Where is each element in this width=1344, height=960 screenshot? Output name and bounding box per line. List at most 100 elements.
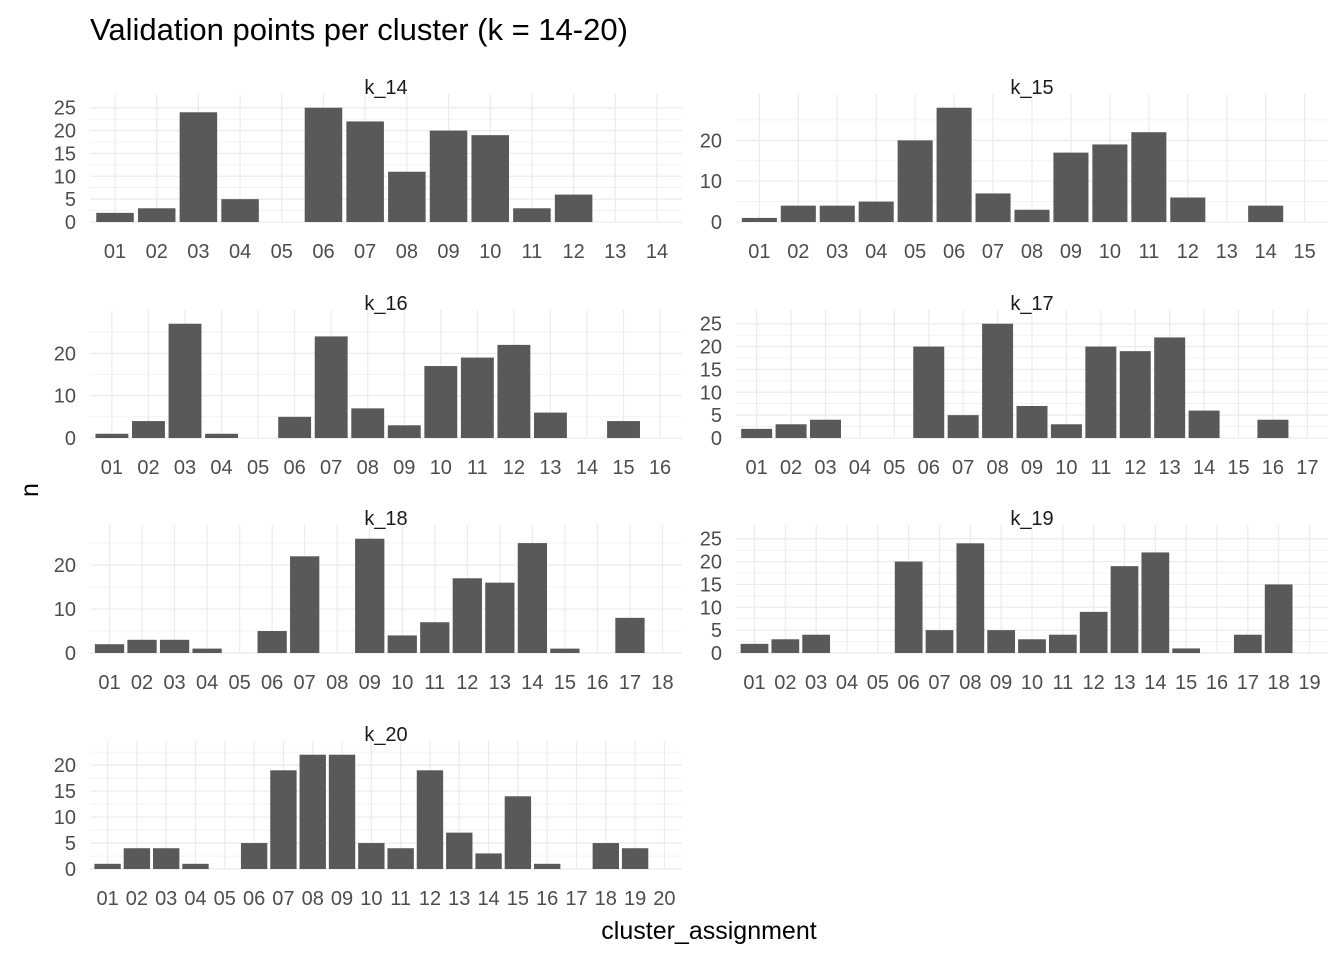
y-tick-label: 15 xyxy=(54,143,76,165)
bar-k_17-07 xyxy=(947,415,979,438)
x-tick-label: 10 xyxy=(430,457,452,479)
facet-label: k_18 xyxy=(364,508,407,530)
x-tick-label: 04 xyxy=(196,672,218,694)
x-tick-label: 13 xyxy=(604,241,626,263)
x-tick-label: 15 xyxy=(507,888,529,910)
x-tick-label: 07 xyxy=(354,241,376,263)
bar-k_18-10 xyxy=(387,635,417,653)
y-tick-label: 20 xyxy=(700,552,722,574)
bar-k_18-13 xyxy=(485,582,515,653)
bar-k_16-06 xyxy=(278,416,312,438)
y-tick-label: 5 xyxy=(711,405,722,427)
bar-k_19-11 xyxy=(1048,634,1077,653)
bar-k_15-12 xyxy=(1170,197,1206,222)
y-tick-label: 15 xyxy=(700,359,722,381)
y-tick-label: 15 xyxy=(700,574,722,596)
bar-k_15-06 xyxy=(936,107,972,222)
bar-k_15-07 xyxy=(975,193,1011,222)
panel-grid xyxy=(90,525,682,654)
x-tick-label: 02 xyxy=(787,241,809,263)
chart-title: Validation points per cluster (k = 14-20… xyxy=(90,12,628,47)
x-tick-label: 14 xyxy=(1144,672,1166,694)
x-tick-label: 07 xyxy=(320,457,342,479)
x-tick-label: 13 xyxy=(448,888,470,910)
x-tick-label: 05 xyxy=(214,888,236,910)
x-tick-label: 12 xyxy=(1083,672,1105,694)
bar-k_15-03 xyxy=(819,205,855,222)
y-tick-label: 0 xyxy=(65,643,76,665)
bar-k_15-11 xyxy=(1131,132,1167,222)
x-tick-label: 13 xyxy=(1159,457,1181,479)
x-tick-label: 11 xyxy=(424,672,445,694)
bar-k_17-13 xyxy=(1154,337,1186,438)
bar-k_14-08 xyxy=(388,171,426,222)
y-tick-label: 10 xyxy=(54,166,76,188)
y-tick-label: 20 xyxy=(700,130,722,152)
x-tick-label: 06 xyxy=(943,241,965,263)
x-tick-label: 11 xyxy=(1090,457,1111,479)
bar-k_17-02 xyxy=(775,424,807,438)
x-tick-label: 14 xyxy=(477,888,499,910)
bar-k_20-02 xyxy=(123,848,151,869)
x-tick-label: 12 xyxy=(1124,457,1146,479)
x-tick-label: 01 xyxy=(104,241,126,263)
bar-k_20-10 xyxy=(358,843,385,869)
y-tick-label: 0 xyxy=(711,428,722,450)
y-tick-label: 5 xyxy=(65,189,76,211)
y-tick-label: 10 xyxy=(54,386,76,408)
x-tick-label: 15 xyxy=(1227,457,1249,479)
bar-k_20-03 xyxy=(153,848,180,869)
x-tick-label: 07 xyxy=(272,888,294,910)
bar-k_15-04 xyxy=(858,201,894,222)
bar-k_15-01 xyxy=(741,217,777,222)
x-tick-label: 13 xyxy=(1216,241,1238,263)
x-tick-label: 01 xyxy=(98,672,120,694)
x-tick-label: 15 xyxy=(612,457,634,479)
bar-k_19-13 xyxy=(1110,566,1139,653)
x-tick-label: 08 xyxy=(396,241,418,263)
x-tick-label: 15 xyxy=(554,672,576,694)
bar-k_15-08 xyxy=(1014,209,1050,222)
facet-k_16: k_16 0 10 20 01 02 03 04 05 06 07 08 09 10 11 12 13 14 15 1… xyxy=(54,293,682,479)
x-tick-label: 12 xyxy=(503,457,525,479)
bar-k_18-01 xyxy=(94,644,125,653)
bar-k_20-19 xyxy=(621,848,649,869)
bar-k_19-15 xyxy=(1172,648,1201,653)
x-tick-label: 14 xyxy=(1255,241,1277,263)
bar-k_14-09 xyxy=(429,130,468,222)
bar-k_14-06 xyxy=(304,107,343,222)
x-tick-label: 07 xyxy=(982,241,1004,263)
x-tick-label: 14 xyxy=(646,241,668,263)
x-tick-label: 06 xyxy=(243,888,265,910)
x-tick-label: 08 xyxy=(1021,241,1043,263)
bar-k_19-10 xyxy=(1018,639,1046,653)
panel-grid xyxy=(736,94,1328,223)
bar-k_16-03 xyxy=(168,323,202,438)
facet-label: k_20 xyxy=(364,724,407,746)
bar-k_17-11 xyxy=(1085,346,1117,438)
bar-k_17-12 xyxy=(1119,351,1151,438)
x-tick-label: 05 xyxy=(904,241,926,263)
x-tick-label: 04 xyxy=(184,888,206,910)
x-tick-label: 06 xyxy=(312,241,334,263)
x-tick-label: 14 xyxy=(576,457,598,479)
bar-k_16-09 xyxy=(387,425,421,438)
x-tick-label: 04 xyxy=(865,241,887,263)
x-tick-label: 05 xyxy=(883,457,905,479)
x-tick-label: 08 xyxy=(302,888,324,910)
bar-k_15-05 xyxy=(897,140,933,222)
bar-k_18-03 xyxy=(159,639,190,653)
y-tick-label: 0 xyxy=(65,859,76,881)
x-tick-label: 06 xyxy=(898,672,920,694)
x-axis-title: cluster_assignment xyxy=(601,917,816,945)
x-tick-label: 17 xyxy=(619,672,641,694)
y-tick-label: 20 xyxy=(54,755,76,777)
bar-k_18-07 xyxy=(290,556,320,653)
y-axis-title: n xyxy=(16,483,44,497)
y-tick-label: 10 xyxy=(700,171,722,193)
bar-k_18-06 xyxy=(257,631,287,653)
bar-k_17-08 xyxy=(982,323,1014,438)
x-tick-label: 11 xyxy=(1138,241,1159,263)
x-tick-label: 03 xyxy=(174,457,196,479)
